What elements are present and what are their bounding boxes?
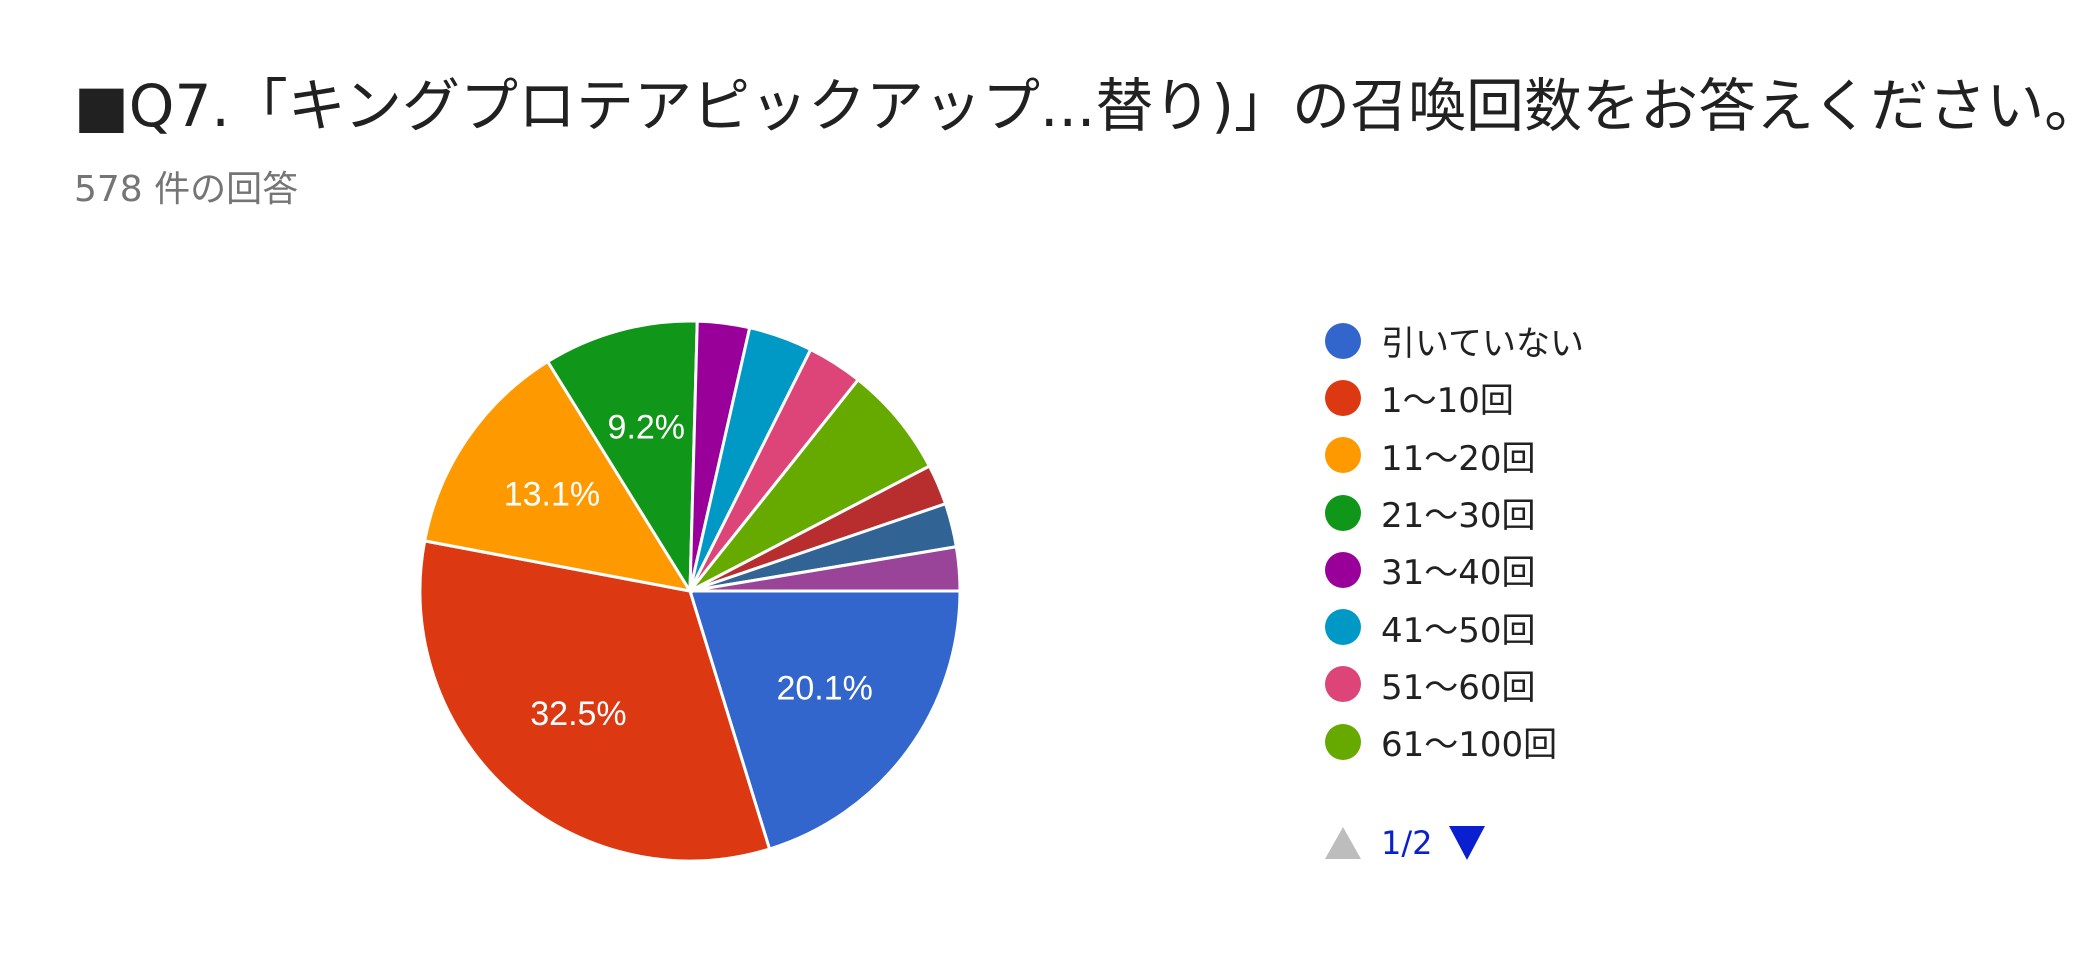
triangle-up-icon xyxy=(1325,827,1361,859)
legend-swatch xyxy=(1325,551,1361,588)
pie-slice[interactable] xyxy=(545,319,699,597)
legend-label: 1〜10回 xyxy=(1381,381,1514,422)
legend-pager: 1/2 xyxy=(1325,824,1485,862)
legend-item[interactable]: 41〜50回 xyxy=(1325,598,1584,655)
page-indicator: 1/2 xyxy=(1381,824,1433,862)
legend-label: 11〜20回 xyxy=(1381,438,1536,479)
legend-item[interactable]: 61〜100回 xyxy=(1325,713,1584,770)
legend-swatch xyxy=(1325,609,1361,646)
chart-title: ■Q7.「キングプロテアピックアップ...替り)」の召喚回数をお答えください。 xyxy=(74,72,2088,140)
legend-swatch xyxy=(1325,494,1361,531)
slice-percent-label: 9.2% xyxy=(608,408,686,446)
pie-slice[interactable] xyxy=(418,539,772,863)
legend-item[interactable]: 引いていない xyxy=(1325,312,1584,369)
pie-slice[interactable] xyxy=(687,589,962,851)
pie-slice[interactable] xyxy=(688,377,932,593)
legend: 引いていない 1〜10回 11〜20回 21〜30回 31〜40回 41〜50回… xyxy=(1325,312,1584,770)
slice-percent-label: 13.1% xyxy=(504,475,600,513)
legend-label: 41〜50回 xyxy=(1381,610,1536,651)
triangle-down-icon[interactable] xyxy=(1448,826,1485,860)
legend-item[interactable]: 21〜30回 xyxy=(1325,484,1584,541)
legend-item[interactable]: 11〜20回 xyxy=(1325,427,1584,484)
legend-swatch xyxy=(1325,437,1361,474)
slice-percent-label: 20.1% xyxy=(776,669,872,707)
legend-swatch xyxy=(1325,322,1361,359)
legend-label: 61〜100回 xyxy=(1381,725,1558,766)
pie-slice[interactable] xyxy=(689,545,962,593)
legend-item[interactable]: 31〜40回 xyxy=(1325,541,1584,598)
legend-label: 引いていない xyxy=(1381,324,1584,365)
legend-item[interactable]: 51〜60回 xyxy=(1325,656,1584,713)
legend-swatch xyxy=(1325,379,1361,416)
slice-percent-label: 32.5% xyxy=(530,695,626,733)
legend-label: 21〜30回 xyxy=(1381,496,1536,537)
legend-label: 51〜60回 xyxy=(1381,667,1536,708)
pie-slice[interactable] xyxy=(422,359,694,594)
legend-label: 31〜40回 xyxy=(1381,553,1536,594)
legend-item[interactable]: 1〜10回 xyxy=(1325,369,1584,426)
response-count: 578 件の回答 xyxy=(74,169,299,210)
legend-swatch xyxy=(1325,666,1361,703)
legend-swatch xyxy=(1325,723,1361,760)
